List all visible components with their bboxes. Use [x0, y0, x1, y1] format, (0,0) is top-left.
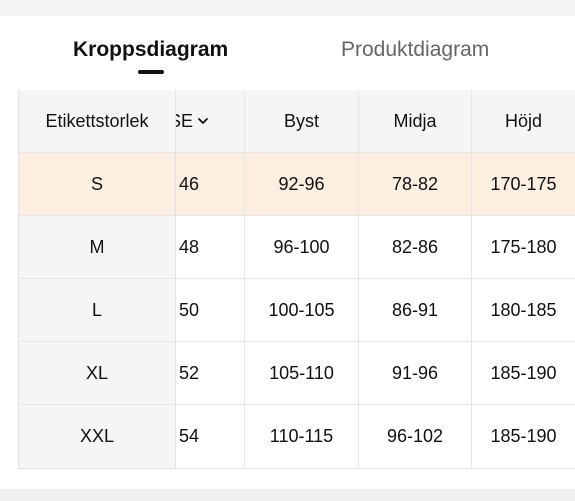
cell-byst: 105-110	[245, 342, 359, 404]
size-table-sticky-column: Etikettstorlek S M L XL XXL	[19, 90, 175, 468]
cell-midja: 82-86	[359, 216, 472, 278]
cell-se: 54	[175, 405, 245, 468]
cell-midja: 96-102	[359, 405, 472, 468]
table-row: 48 96-100 82-86 175-180	[175, 216, 575, 279]
table-row: XL	[19, 342, 175, 405]
cell-se: 48	[175, 216, 245, 278]
cell-midja: 91-96	[359, 342, 472, 404]
tab-kroppsdiagram[interactable]: Kroppsdiagram	[73, 38, 229, 61]
size-label: L	[19, 279, 175, 341]
table-row: L	[19, 279, 175, 342]
cell-se: 50	[175, 279, 245, 341]
table-row: M	[19, 216, 175, 279]
size-label: M	[19, 216, 175, 278]
cell-midja: 86-91	[359, 279, 472, 341]
table-row: XXL	[19, 405, 175, 468]
size-table: Etikettstorlek S M L XL XXL SE	[18, 90, 575, 469]
cell-hojd: 170-175	[472, 153, 575, 215]
chevron-down-icon	[198, 118, 208, 124]
header-etikettstorlek: Etikettstorlek	[19, 90, 175, 152]
bottom-divider	[0, 489, 575, 501]
cell-byst: 92-96	[245, 153, 359, 215]
header-byst: Byst	[245, 90, 359, 152]
cell-hojd: 175-180	[472, 216, 575, 278]
header-se: SE	[175, 110, 194, 131]
size-label: XXL	[19, 405, 175, 468]
header-midja: Midja	[359, 90, 472, 152]
se-unit-dropdown[interactable]: SE	[175, 90, 245, 152]
size-label: XL	[19, 342, 175, 404]
table-header-row: SE Byst Midja Höjd	[175, 90, 575, 153]
cell-hojd: 180-185	[472, 279, 575, 341]
table-row: 52 105-110 91-96 185-190	[175, 342, 575, 405]
table-row: S	[19, 153, 175, 216]
table-row: 46 92-96 78-82 170-175	[175, 153, 575, 216]
cell-hojd: 185-190	[472, 342, 575, 404]
active-tab-indicator	[138, 70, 164, 74]
header-hojd: Höjd	[472, 90, 575, 152]
cell-byst: 110-115	[245, 405, 359, 468]
table-header-row: Etikettstorlek	[19, 90, 175, 153]
cell-byst: 100-105	[245, 279, 359, 341]
size-table-scroll-area[interactable]: SE Byst Midja Höjd 46 92-96 78-82 170-17…	[175, 90, 575, 468]
size-label: S	[19, 153, 175, 215]
cell-midja: 78-82	[359, 153, 472, 215]
cell-se: 52	[175, 342, 245, 404]
table-row: 50 100-105 86-91 180-185	[175, 279, 575, 342]
table-row: 54 110-115 96-102 185-190	[175, 405, 575, 468]
size-chart-card: Kroppsdiagram Produktdiagram Etikettstor…	[0, 16, 575, 489]
cell-byst: 96-100	[245, 216, 359, 278]
cell-se: 46	[175, 153, 245, 215]
cell-hojd: 185-190	[472, 405, 575, 468]
tab-produktdiagram[interactable]: Produktdiagram	[341, 38, 490, 61]
